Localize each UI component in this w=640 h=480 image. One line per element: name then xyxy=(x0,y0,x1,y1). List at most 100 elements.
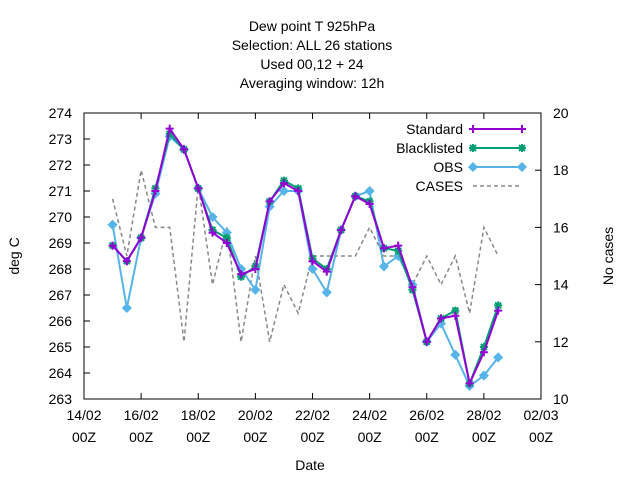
x-tick-label: 26/02 xyxy=(409,407,444,423)
x-tick-label-time: 00Z xyxy=(529,429,554,445)
data-point xyxy=(179,145,188,154)
x-tick-label-time: 00Z xyxy=(472,429,497,445)
data-point xyxy=(516,161,528,173)
data-point xyxy=(294,187,303,195)
y-tick-label: 274 xyxy=(49,105,73,121)
data-point xyxy=(394,246,403,255)
x-tick-label: 16/02 xyxy=(124,407,159,423)
data-point xyxy=(222,239,231,247)
y2-tick-label: 14 xyxy=(553,277,569,293)
data-point xyxy=(494,301,503,310)
data-point xyxy=(437,314,446,323)
y-tick-label: 266 xyxy=(49,313,73,329)
y2-tick-label: 10 xyxy=(553,391,569,407)
y-tick-label: 268 xyxy=(49,261,73,277)
data-point xyxy=(493,352,504,363)
y-tick-label: 271 xyxy=(49,183,73,199)
data-point xyxy=(394,241,403,250)
x-axis-label: Date xyxy=(295,457,325,473)
data-point xyxy=(518,144,526,152)
series-line xyxy=(111,170,499,342)
data-point xyxy=(208,228,217,237)
data-point xyxy=(250,284,261,295)
data-point xyxy=(107,219,118,230)
data-point xyxy=(379,244,388,253)
data-point xyxy=(479,343,488,351)
data-point xyxy=(364,185,375,197)
data-point xyxy=(108,241,117,250)
y-tick-label: 263 xyxy=(49,391,73,407)
series-standard xyxy=(108,124,503,388)
data-point xyxy=(322,267,331,276)
data-point xyxy=(251,265,260,273)
data-point xyxy=(451,311,460,320)
y-tick-label: 269 xyxy=(49,235,73,251)
data-point xyxy=(467,161,479,173)
y2-tick-label: 18 xyxy=(553,162,569,178)
axes: 263 264 265 266 267 268 269 270 271 272 273 274 10 12… xyxy=(49,105,569,445)
x-tick-label-time: 00Z xyxy=(129,429,154,445)
data-point xyxy=(308,257,317,266)
y2-tick-label: 16 xyxy=(553,219,569,235)
legend-label: OBS xyxy=(433,159,463,175)
legend-label: Standard xyxy=(406,121,463,137)
y2-axis-label: No cases xyxy=(600,227,616,285)
data-point xyxy=(365,200,374,208)
y-tick-label: 270 xyxy=(49,209,73,225)
series-lines xyxy=(107,124,504,392)
data-point xyxy=(279,179,288,188)
data-point xyxy=(307,263,318,275)
data-point xyxy=(137,233,146,242)
title-line: Used 00,12 + 24 xyxy=(260,56,363,72)
x-tick-label: 28/02 xyxy=(466,407,501,423)
title-line: Dew point T 925hPa xyxy=(249,18,376,34)
chart-title: Dew point T 925hPa Selection: ALL 26 stat… xyxy=(232,18,393,91)
plot-frame xyxy=(83,112,542,400)
data-point xyxy=(422,337,431,346)
x-tick-label-time: 00Z xyxy=(358,429,383,445)
x-tick-label: 24/02 xyxy=(352,407,387,423)
data-point xyxy=(121,302,132,314)
data-point xyxy=(450,349,461,360)
x-tick-label: 18/02 xyxy=(181,407,216,423)
data-point xyxy=(321,287,332,298)
data-point xyxy=(408,283,417,292)
series-line xyxy=(111,126,500,387)
y-tick-label: 273 xyxy=(49,131,73,147)
data-point xyxy=(165,124,174,133)
series-cases xyxy=(111,170,499,342)
data-point xyxy=(194,184,203,193)
data-point xyxy=(479,348,488,357)
x-tick-label-time: 00Z xyxy=(243,429,268,445)
x-tick-label-time: 00Z xyxy=(186,429,211,445)
data-point xyxy=(518,125,526,133)
title-line: Selection: ALL 26 stations xyxy=(232,37,393,53)
x-tick-label-time: 00Z xyxy=(415,429,440,445)
y2-tick-label: 12 xyxy=(553,334,569,350)
data-point xyxy=(469,125,477,133)
y-tick-label: 272 xyxy=(49,157,73,173)
x-tick-label: 14/02 xyxy=(66,407,101,423)
data-point xyxy=(465,379,474,388)
x-tick-label: 02/03 xyxy=(523,407,558,423)
x-tick-label: 22/02 xyxy=(295,407,330,423)
data-point xyxy=(151,187,160,195)
x-tick-label-time: 00Z xyxy=(72,429,97,445)
data-point xyxy=(265,197,274,206)
data-point xyxy=(378,261,389,272)
data-point xyxy=(451,306,460,315)
data-point xyxy=(351,192,360,201)
data-point xyxy=(207,211,218,223)
legend: Standard Blacklisted OBS CASES xyxy=(396,121,528,194)
data-point xyxy=(478,370,489,381)
title-line: Averaging window: 12h xyxy=(240,75,385,91)
y-tick-label: 265 xyxy=(49,339,73,355)
x-tick-label: 20/02 xyxy=(238,407,273,423)
data-point xyxy=(222,233,231,242)
x-tick-label-time: 00Z xyxy=(300,429,325,445)
y-tick-label: 264 xyxy=(49,365,73,381)
legend-label: CASES xyxy=(416,178,463,194)
y-axis-label: deg C xyxy=(6,237,22,274)
data-point xyxy=(278,185,289,197)
